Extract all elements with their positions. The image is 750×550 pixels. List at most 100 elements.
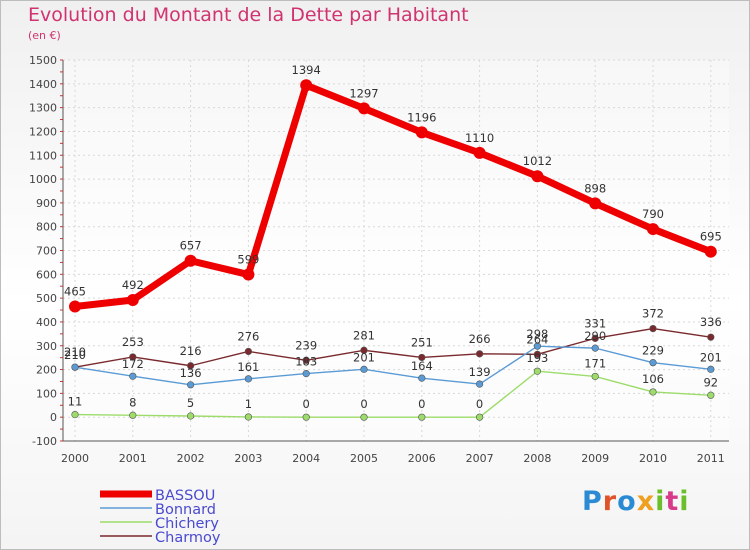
series-line-charmoy [74, 327, 712, 368]
data-point-bonnard [244, 375, 252, 383]
data-label-bonnard: 139 [469, 365, 491, 379]
data-point-chichery [187, 412, 195, 420]
x-tick-label: 2004 [292, 452, 320, 465]
data-point-chichery [476, 413, 484, 421]
data-point-bassou [589, 197, 602, 210]
data-label-chichery: 193 [526, 351, 548, 365]
data-point-bonnard [129, 372, 137, 380]
data-label-charmoy: 264 [526, 332, 548, 346]
x-tick-label: 2003 [234, 452, 262, 465]
data-label-charmoy: 276 [237, 329, 259, 343]
data-label-charmoy: 331 [584, 316, 606, 330]
data-label-bassou: 657 [180, 239, 202, 253]
data-point-bonnard [591, 344, 599, 352]
data-label-bassou: 790 [642, 207, 664, 221]
data-point-charmoy [129, 353, 137, 361]
x-tick-label: 2008 [523, 452, 551, 465]
data-point-chichery [360, 413, 368, 421]
data-label-chichery: 0 [303, 397, 310, 411]
data-point-bassou [415, 126, 428, 139]
y-tick-label: 1000 [29, 173, 57, 186]
series-line-bonnard [74, 345, 712, 386]
data-point-bassou [126, 294, 139, 307]
data-label-bassou: 695 [700, 230, 722, 244]
data-point-chichery [707, 391, 715, 399]
data-point-bassou [647, 223, 659, 236]
y-tick-label: 0 [50, 411, 57, 424]
data-point-charmoy [418, 353, 426, 362]
y-tick-label: 1200 [29, 125, 57, 138]
data-point-bassou [473, 146, 486, 159]
data-point-chichery [71, 410, 79, 419]
x-tick-label: 2007 [466, 452, 494, 465]
logo-letter: P [582, 486, 603, 517]
data-label-charmoy: 251 [411, 335, 433, 349]
data-label-charmoy: 266 [469, 332, 491, 346]
data-label-chichery: 1 [245, 397, 252, 411]
chart-subtitle: (en €) [28, 29, 61, 42]
y-tick-label: 500 [36, 292, 57, 305]
data-point-chichery [591, 372, 599, 381]
data-point-bonnard [418, 374, 426, 382]
data-point-bassou [531, 170, 544, 183]
data-point-charmoy [707, 333, 715, 341]
logo-letter: o [617, 486, 637, 517]
data-label-bonnard: 172 [122, 357, 144, 371]
legend-label-bassou: BASSOU [155, 488, 215, 504]
y-tick-label: 1500 [29, 54, 57, 67]
legend-label-bonnard: Bonnard [155, 502, 216, 518]
data-label-bonnard: 298 [526, 327, 548, 341]
data-label-bassou: 1394 [292, 63, 321, 77]
data-point-bassou [358, 102, 370, 115]
logo-letter: i [679, 486, 690, 517]
data-point-bonnard [71, 363, 79, 371]
data-point-chichery [129, 411, 137, 419]
data-point-bonnard [476, 380, 484, 388]
chart-title: Evolution du Montant de la Dette par Hab… [28, 4, 469, 26]
data-label-bassou: 599 [237, 253, 259, 267]
data-point-bonnard [302, 370, 310, 378]
y-tick-label: 300 [36, 340, 57, 353]
x-tick-label: 2000 [61, 452, 89, 465]
data-label-chichery: 106 [642, 372, 664, 386]
y-tick-label: 700 [36, 245, 57, 258]
data-label-bassou: 1196 [407, 110, 436, 124]
data-label-bonnard: 183 [295, 355, 317, 369]
y-tick-label: 1400 [29, 78, 57, 91]
data-point-bassou [184, 254, 197, 267]
series-line-chichery [74, 370, 712, 418]
data-label-bassou: 492 [122, 278, 144, 292]
data-label-bassou: 898 [584, 181, 606, 195]
data-label-chichery: 0 [418, 397, 425, 411]
x-tick-label: 2009 [581, 452, 609, 465]
data-label-bassou: 465 [64, 284, 86, 298]
data-point-bassou [300, 79, 313, 92]
y-tick-label: 800 [36, 221, 57, 234]
data-point-charmoy [244, 347, 252, 356]
data-point-bonnard [649, 359, 657, 367]
data-point-chichery [649, 388, 657, 396]
data-point-charmoy [360, 346, 368, 354]
x-tick-label: 2010 [639, 452, 667, 465]
logo-letter: t [665, 486, 680, 517]
data-label-bonnard: 229 [642, 344, 664, 358]
data-label-bonnard: 136 [180, 366, 202, 380]
data-point-bonnard [360, 365, 368, 373]
logo-letter: x [636, 486, 656, 517]
data-label-charmoy: 239 [295, 338, 317, 352]
data-point-charmoy [649, 325, 657, 333]
data-point-charmoy [533, 350, 542, 358]
data-point-chichery [244, 413, 252, 421]
x-tick-label: 2005 [350, 452, 378, 465]
data-label-chichery: 0 [476, 397, 483, 411]
y-tick-label: 400 [36, 316, 57, 329]
data-point-chichery [418, 413, 426, 421]
data-point-bassou [242, 268, 255, 281]
data-label-charmoy: 281 [353, 328, 375, 342]
data-label-bassou: 1297 [349, 86, 378, 100]
data-label-chichery: 8 [129, 395, 136, 409]
data-point-chichery [533, 367, 542, 375]
data-label-charmoy: 210 [64, 345, 86, 359]
